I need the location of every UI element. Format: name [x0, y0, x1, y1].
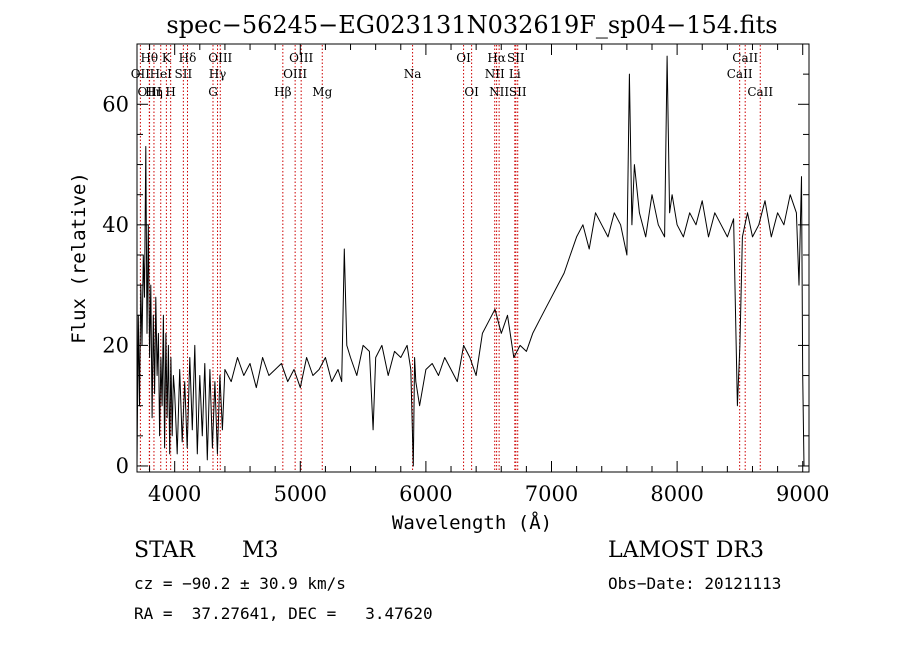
line-label: Hβ [274, 85, 291, 99]
line-label: OIII [138, 85, 162, 99]
object-subclass: M3 [242, 538, 279, 563]
line-labels: OIIHθOIIIHηHeIKHSIIHδGHγOIIIHβOIIIOIIIMg… [131, 51, 774, 99]
tick-labels: 4000 5000 6000 7000 8000 9000 0 20 40 60 [102, 92, 829, 506]
y-tick-label: 40 [102, 213, 129, 237]
line-label: Mg [312, 85, 332, 99]
line-label: Hθ [140, 51, 158, 65]
line-label: OIII [208, 51, 232, 65]
line-label: CaII [732, 51, 758, 65]
line-label: OIII [283, 67, 307, 81]
chart-title: spec−56245−EG023131N032619F_sp04−154.fit… [166, 11, 777, 39]
line-label: OI [456, 51, 471, 65]
line-label: Na [404, 67, 422, 81]
observation-date: Obs−Date: 20121113 [608, 574, 782, 593]
line-label: Hα [487, 51, 506, 65]
y-tick-label: 20 [102, 333, 129, 357]
survey-name: LAMOST DR3 [608, 538, 764, 563]
line-label: CaII [747, 85, 773, 99]
line-label: CaII [727, 67, 753, 81]
x-tick-label: 6000 [399, 482, 452, 506]
line-label: K [162, 51, 172, 65]
line-label: NII [485, 67, 505, 81]
axis-ticks [137, 43, 809, 472]
line-label: Hη [145, 85, 163, 99]
y-axis-label: Flux (relative) [68, 172, 90, 344]
line-label: SII [507, 51, 525, 65]
plot-frame [136, 43, 810, 473]
line-label: OII [131, 67, 151, 81]
line-markers [139, 45, 761, 471]
line-label: Hγ [209, 67, 227, 81]
line-label: OIII [289, 51, 313, 65]
line-label: H [165, 85, 175, 99]
line-label: HeI [150, 67, 173, 81]
x-tick-label: 7000 [525, 482, 578, 506]
y-tick-label: 60 [102, 92, 129, 116]
line-label: OI [464, 85, 479, 99]
line-label: Hδ [179, 51, 197, 65]
y-tick-label: 0 [116, 454, 129, 478]
x-axis-label: Wavelength (Å) [392, 511, 552, 534]
cz-value: cz = −90.2 ± 30.9 km/s [134, 574, 346, 593]
x-tick-label: 4000 [148, 482, 201, 506]
x-tick-label: 9000 [776, 482, 829, 506]
x-tick-label: 8000 [650, 482, 703, 506]
object-class: STAR [134, 538, 195, 563]
line-label: Li [509, 67, 521, 81]
line-label: SII [509, 85, 527, 99]
x-tick-label: 5000 [274, 482, 327, 506]
line-label: SII [174, 67, 192, 81]
line-label: NII [489, 85, 509, 99]
ra-dec-coordinates: RA = 37.27641, DEC = 3.47620 [134, 604, 433, 623]
line-label: G [208, 85, 218, 99]
spectrum-line [136, 55, 805, 467]
